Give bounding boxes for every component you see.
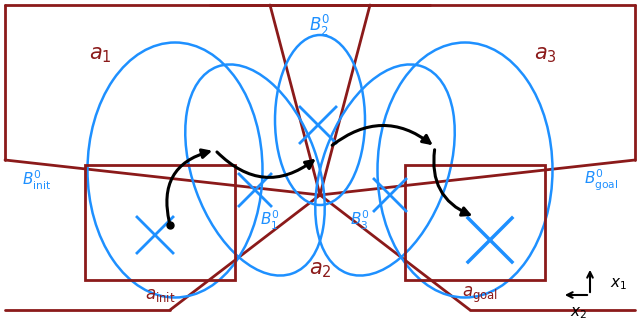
Text: $a_3$: $a_3$ <box>534 45 556 65</box>
Bar <box>85 165 235 280</box>
Text: $B^0_\mathrm{init}$: $B^0_\mathrm{init}$ <box>22 168 51 192</box>
Text: $a_\mathrm{init}$: $a_\mathrm{init}$ <box>145 287 175 304</box>
FancyArrowPatch shape <box>217 152 313 177</box>
Bar <box>405 165 545 280</box>
Text: $x_1$: $x_1$ <box>610 276 627 292</box>
FancyArrowPatch shape <box>332 125 430 145</box>
Text: $B_3^0$: $B_3^0$ <box>350 208 370 232</box>
Text: $B^0_\mathrm{goal}$: $B^0_\mathrm{goal}$ <box>584 167 618 192</box>
Text: $x_2$: $x_2$ <box>570 305 588 321</box>
Text: $a_\mathrm{goal}$: $a_\mathrm{goal}$ <box>462 285 498 305</box>
Text: $B_2^0$: $B_2^0$ <box>309 12 331 38</box>
Text: $B_1^0$: $B_1^0$ <box>260 208 280 232</box>
Text: $a_2$: $a_2$ <box>308 260 332 280</box>
Text: $a_1$: $a_1$ <box>89 45 111 65</box>
FancyArrowPatch shape <box>434 150 469 215</box>
FancyArrowPatch shape <box>167 150 209 222</box>
